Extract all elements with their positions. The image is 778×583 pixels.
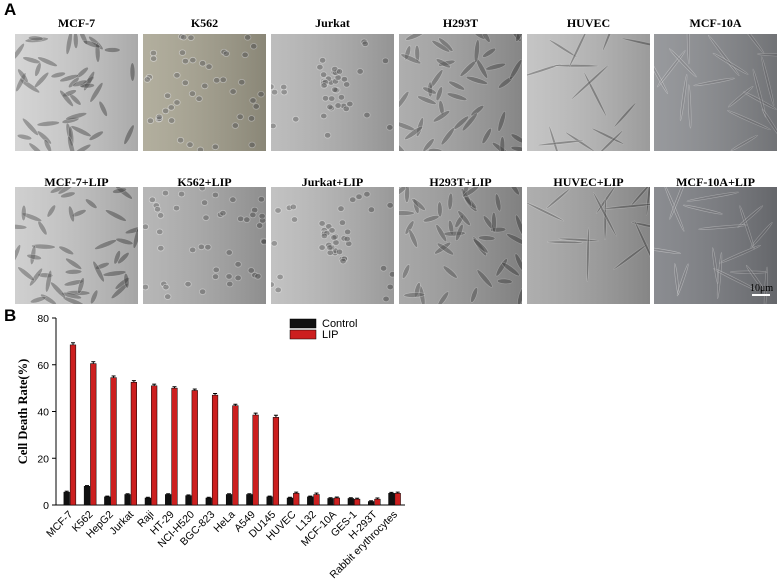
micrograph-shading <box>271 34 394 151</box>
y-tick-label: 0 <box>43 500 49 512</box>
micrograph-shading <box>654 34 777 151</box>
y-ticks: 0 20 40 60 80 <box>37 313 56 512</box>
bar-control <box>165 494 172 506</box>
micrograph-row1-5 <box>654 34 777 151</box>
x-tick-label: Jurkat <box>107 509 136 538</box>
y-axis-label: Cell Death Rate(%) <box>16 359 30 465</box>
micrograph-shading <box>399 187 522 304</box>
bar-lip <box>374 498 381 506</box>
bar-lip <box>313 494 320 506</box>
micrograph-label: MCF-7+LIP <box>44 175 108 189</box>
bar-control <box>124 494 131 506</box>
bar-control <box>347 498 354 506</box>
y-tick-label: 80 <box>37 313 49 325</box>
bar-control <box>388 493 395 506</box>
bar-lip <box>354 498 361 506</box>
micrograph-label: HUVEC <box>567 16 610 30</box>
bar-lip <box>333 497 340 506</box>
micrograph-row2-0 <box>15 187 138 304</box>
x-tick-label: HeLa <box>211 509 237 535</box>
bar-lip <box>272 417 280 506</box>
bar-lip <box>171 387 178 506</box>
micrograph-row1-0 <box>15 34 138 151</box>
micrograph-shading <box>143 187 266 304</box>
micrograph-label: H293T+LIP <box>429 175 491 189</box>
micrograph-shading <box>143 34 266 151</box>
legend-swatch-lip <box>289 329 317 340</box>
micrograph-row2-4 <box>527 187 650 304</box>
micrograph-label: H293T <box>443 16 478 30</box>
micrograph-row-2: MCF-7+LIP K562+LIP Jurkat+LIP H293T+LIP HUVE… <box>15 175 777 304</box>
bar-control <box>246 494 253 506</box>
bar-control <box>83 486 91 506</box>
micrograph-row1-2 <box>271 34 394 151</box>
y-tick-label: 20 <box>37 453 49 465</box>
bar-control <box>144 497 151 506</box>
micrograph-label: HUVEC+LIP <box>553 175 623 189</box>
scale-bar-label: 10μm <box>750 283 773 294</box>
bar-control <box>205 497 212 506</box>
micrograph-label: MCF-7 <box>58 16 95 30</box>
micrograph-shading <box>527 34 650 151</box>
panel-b-label: B <box>4 306 17 325</box>
micrograph-label: Jurkat <box>315 16 350 30</box>
legend-label-control: Control <box>322 318 357 330</box>
bar-control <box>266 496 273 506</box>
bar-lip <box>151 385 158 506</box>
micrograph-label: K562 <box>191 16 218 30</box>
bars <box>63 342 401 506</box>
micrograph-shading <box>654 187 777 304</box>
bar-lip <box>252 414 259 506</box>
micrograph-row-1: MCF-7 K562 Jurkat H293T HUVEC MCF-10A <box>15 16 777 151</box>
panel-a-label: A <box>4 0 17 19</box>
bar-lip <box>90 363 97 506</box>
micrograph-row2-5 <box>654 187 777 304</box>
bar-control <box>104 496 111 506</box>
bar-control <box>327 498 334 506</box>
micrograph-row1-4 <box>527 34 650 151</box>
bar-lip <box>232 405 239 506</box>
bar-lip <box>293 493 300 506</box>
micrograph-shading <box>15 34 138 151</box>
bar-control <box>185 495 192 506</box>
legend-swatch-control <box>289 318 317 329</box>
micrograph-label: K562+LIP <box>177 175 231 189</box>
micrograph-row2-1 <box>143 187 266 304</box>
micrograph-shading <box>15 187 138 304</box>
micrograph-label: MCF-10A+LIP <box>676 175 755 189</box>
legend-label-lip: LIP <box>322 329 339 341</box>
bar-lip <box>130 382 137 506</box>
bar-lip <box>110 377 117 506</box>
bar-control <box>307 496 314 506</box>
bar-lip <box>211 394 219 506</box>
micrograph-shading <box>399 34 522 151</box>
micrograph-row2-3 <box>399 187 522 304</box>
micrograph-label: MCF-10A <box>690 16 742 30</box>
micrograph-row2-2 <box>271 187 394 304</box>
scale-bar: 10μm <box>750 283 773 296</box>
bar-control <box>63 491 70 506</box>
micrograph-label: Jurkat+LIP <box>302 175 364 189</box>
bar-control <box>368 501 375 506</box>
bar-control <box>286 497 294 506</box>
bar-lip <box>394 493 401 506</box>
y-tick-label: 60 <box>37 360 49 372</box>
micrograph-row1-3 <box>399 34 522 151</box>
micrograph-shading <box>527 187 650 304</box>
micrograph-shading <box>271 187 394 304</box>
bar-control <box>225 494 233 506</box>
y-tick-label: 40 <box>37 407 49 419</box>
bar-lip <box>191 390 198 506</box>
micrograph-row1-1 <box>143 34 266 151</box>
bar-lip <box>69 344 77 506</box>
